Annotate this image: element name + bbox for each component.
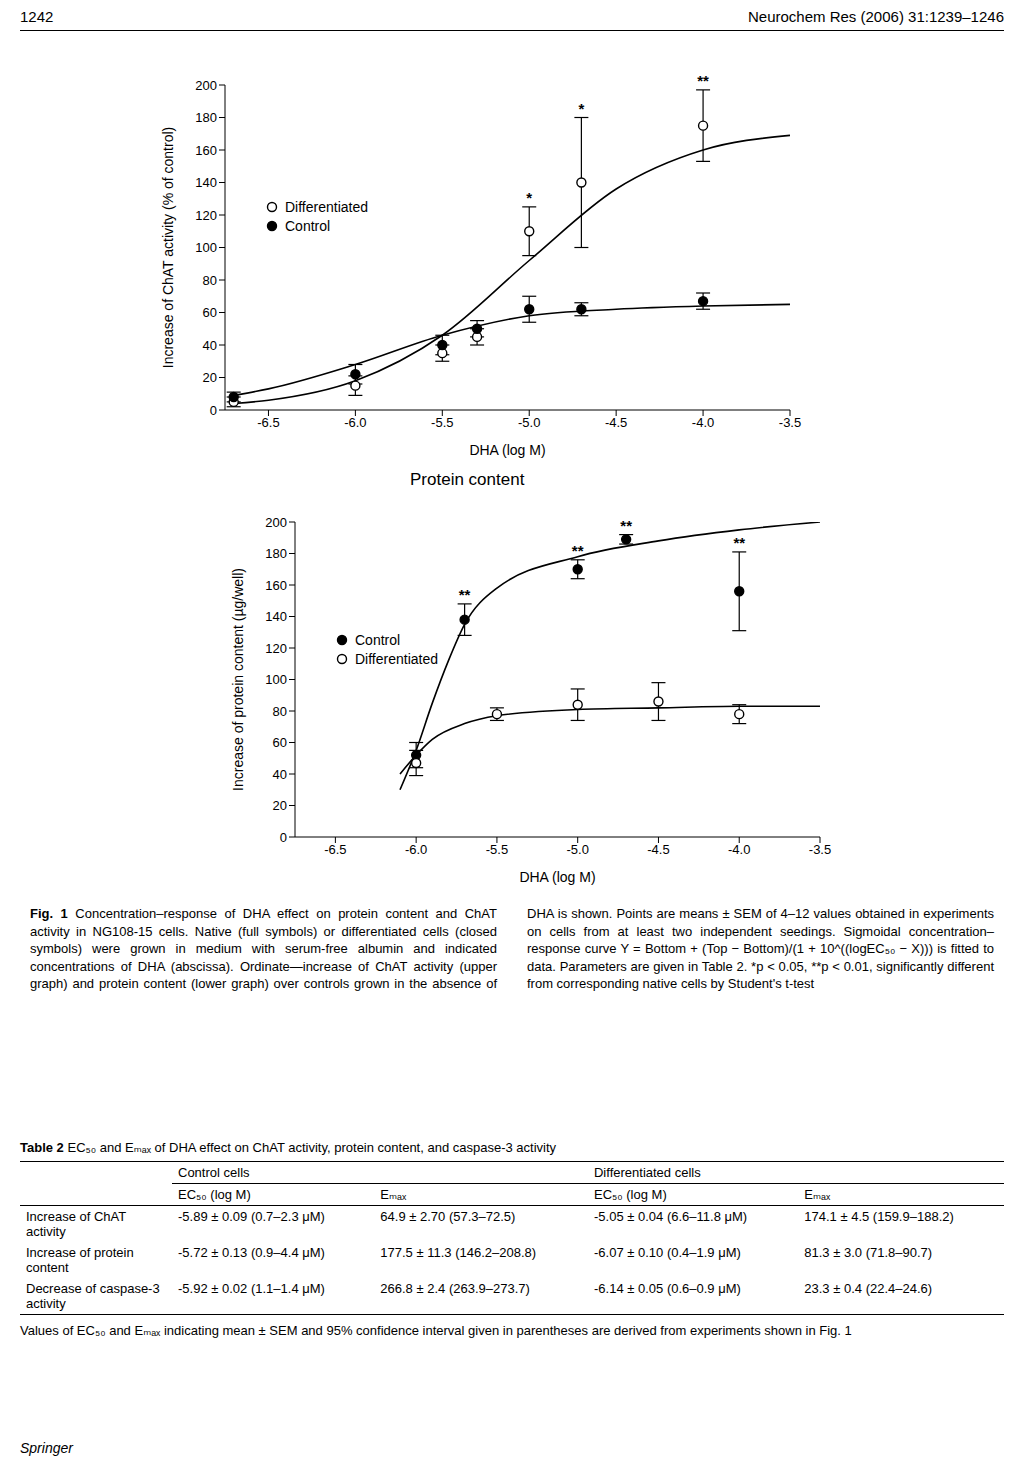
- svg-text:**: **: [697, 72, 709, 89]
- svg-text:**: **: [572, 542, 584, 559]
- svg-text:-6.0: -6.0: [344, 415, 366, 430]
- html-text:-5.05 ± 0.04 (6.6–11.8 μM): -5.05 ± 0.04 (6.6–11.8 μM): [594, 1209, 748, 1224]
- svg-text:**: **: [620, 517, 632, 534]
- svg-text:200: 200: [265, 515, 287, 530]
- svg-text:100: 100: [195, 240, 217, 255]
- svg-text:-5.0: -5.0: [566, 842, 588, 857]
- html-text:Eₘₐₓ: Eₘₐₓ: [804, 1187, 831, 1202]
- svg-text:*: *: [578, 100, 584, 117]
- svg-text:0: 0: [210, 403, 217, 418]
- html-text:Differentiated: Differentiated: [355, 651, 438, 668]
- svg-text:-4.0: -4.0: [728, 842, 750, 857]
- html-text:Control cells: Control cells: [178, 1165, 250, 1180]
- svg-text:140: 140: [265, 609, 287, 624]
- html-text:1242: 1242: [20, 8, 54, 25]
- html-text:177.5 ± 11.3 (146.2–208.8): 177.5 ± 11.3 (146.2–208.8): [380, 1245, 537, 1260]
- svg-text:**: **: [733, 534, 745, 551]
- svg-text:-3.5: -3.5: [779, 415, 801, 430]
- svg-text:160: 160: [265, 578, 287, 593]
- svg-text:120: 120: [265, 641, 287, 656]
- html-text:174.1 ± 4.5 (159.9–188.2): 174.1 ± 4.5 (159.9–188.2): [804, 1209, 954, 1224]
- html-text:64.9 ± 2.70 (57.3–72.5): 64.9 ± 2.70 (57.3–72.5): [380, 1209, 516, 1224]
- svg-text:20: 20: [203, 370, 217, 385]
- svg-text:-4.0: -4.0: [692, 415, 714, 430]
- svg-text:0: 0: [280, 830, 287, 845]
- svg-text:Increase of ChAT activity (% o: Increase of ChAT activity (% of control): [160, 127, 176, 368]
- svg-text:-4.5: -4.5: [647, 842, 669, 857]
- svg-text:DHA (log M): DHA (log M): [519, 869, 595, 885]
- html-text:Table 2 EC₅₀ and Eₘₐₓ of DHA e: Table 2 EC₅₀ and Eₘₐₓ of DHA effect on C…: [20, 1140, 557, 1155]
- svg-text:-5.0: -5.0: [518, 415, 540, 430]
- html-text:Increase of protein content: Increase of protein content: [26, 1245, 134, 1275]
- html-text:Eₘₐₓ: Eₘₐₓ: [380, 1187, 407, 1202]
- svg-text:-3.5: -3.5: [809, 842, 831, 857]
- html-text:Concentration–response of DHA: Concentration–response of DHA effect on …: [30, 906, 994, 992]
- svg-text:**: **: [459, 586, 471, 603]
- html-text:Control: Control: [355, 632, 401, 649]
- svg-text:20: 20: [273, 798, 287, 813]
- svg-text:60: 60: [273, 735, 287, 750]
- html-text:EC₅₀ (log M): EC₅₀ (log M): [178, 1187, 251, 1202]
- svg-text:-6.0: -6.0: [405, 842, 427, 857]
- svg-text:180: 180: [195, 110, 217, 125]
- html-text:Fig. 1: Fig. 1: [30, 906, 68, 921]
- html-text:266.8 ± 2.4 (263.9–273.7): 266.8 ± 2.4 (263.9–273.7): [380, 1281, 530, 1296]
- svg-text:100: 100: [265, 672, 287, 687]
- svg-text:120: 120: [195, 208, 217, 223]
- html-text:Neurochem Res (2006) 31:1239–1: Neurochem Res (2006) 31:1239–1246: [748, 8, 1004, 25]
- html-text:Springer: Springer: [20, 1440, 73, 1456]
- svg-text:40: 40: [203, 338, 217, 353]
- html-text:Differentiated: Differentiated: [285, 198, 368, 215]
- html-text:Control: Control: [285, 217, 331, 234]
- html-text:Differentiated cells: Differentiated cells: [594, 1165, 701, 1180]
- svg-text:Increase of protein content (µ: Increase of protein content (µg/well): [230, 568, 246, 791]
- html-text:Values of EC₅₀ and Eₘₐₓ indica: Values of EC₅₀ and Eₘₐₓ indicating mean …: [20, 1323, 852, 1338]
- svg-text:60: 60: [203, 305, 217, 320]
- svg-text:200: 200: [195, 78, 217, 93]
- html-text:-6.07 ± 0.10 (0.4–1.9 μM): -6.07 ± 0.10 (0.4–1.9 μM): [594, 1245, 741, 1260]
- html-text:23.3 ± 0.4 (22.4–24.6): 23.3 ± 0.4 (22.4–24.6): [804, 1281, 933, 1296]
- html-text:Decrease of caspase-3 activity: Decrease of caspase-3 activity: [26, 1281, 160, 1311]
- svg-text:40: 40: [273, 767, 287, 782]
- html-text:-5.89 ± 0.09 (0.7–2.3 μM): -5.89 ± 0.09 (0.7–2.3 μM): [178, 1209, 325, 1224]
- html-text:Protein content: Protein content: [410, 470, 525, 489]
- svg-text:80: 80: [273, 704, 287, 719]
- svg-text:-6.5: -6.5: [257, 415, 279, 430]
- svg-text:180: 180: [265, 546, 287, 561]
- html-text:81.3 ± 3.0 (71.8–90.7): 81.3 ± 3.0 (71.8–90.7): [804, 1245, 933, 1260]
- svg-text:DHA (log M): DHA (log M): [469, 442, 545, 458]
- svg-text:80: 80: [203, 273, 217, 288]
- svg-text:-5.5: -5.5: [486, 842, 508, 857]
- svg-text:-5.5: -5.5: [431, 415, 453, 430]
- html-text:Increase of ChAT activity: Increase of ChAT activity: [26, 1209, 126, 1239]
- svg-text:-4.5: -4.5: [605, 415, 627, 430]
- html-text:-5.92 ± 0.02 (1.1–1.4 μM): -5.92 ± 0.02 (1.1–1.4 μM): [178, 1281, 325, 1296]
- svg-text:160: 160: [195, 143, 217, 158]
- html-text:EC₅₀ (log M): EC₅₀ (log M): [594, 1187, 667, 1202]
- html-text:-6.14 ± 0.05 (0.6–0.9 μM): -6.14 ± 0.05 (0.6–0.9 μM): [594, 1281, 741, 1296]
- html-text:-5.72 ± 0.13 (0.9–4.4 μM): -5.72 ± 0.13 (0.9–4.4 μM): [178, 1245, 325, 1260]
- svg-text:-6.5: -6.5: [324, 842, 346, 857]
- svg-text:140: 140: [195, 175, 217, 190]
- svg-text:*: *: [526, 189, 532, 206]
